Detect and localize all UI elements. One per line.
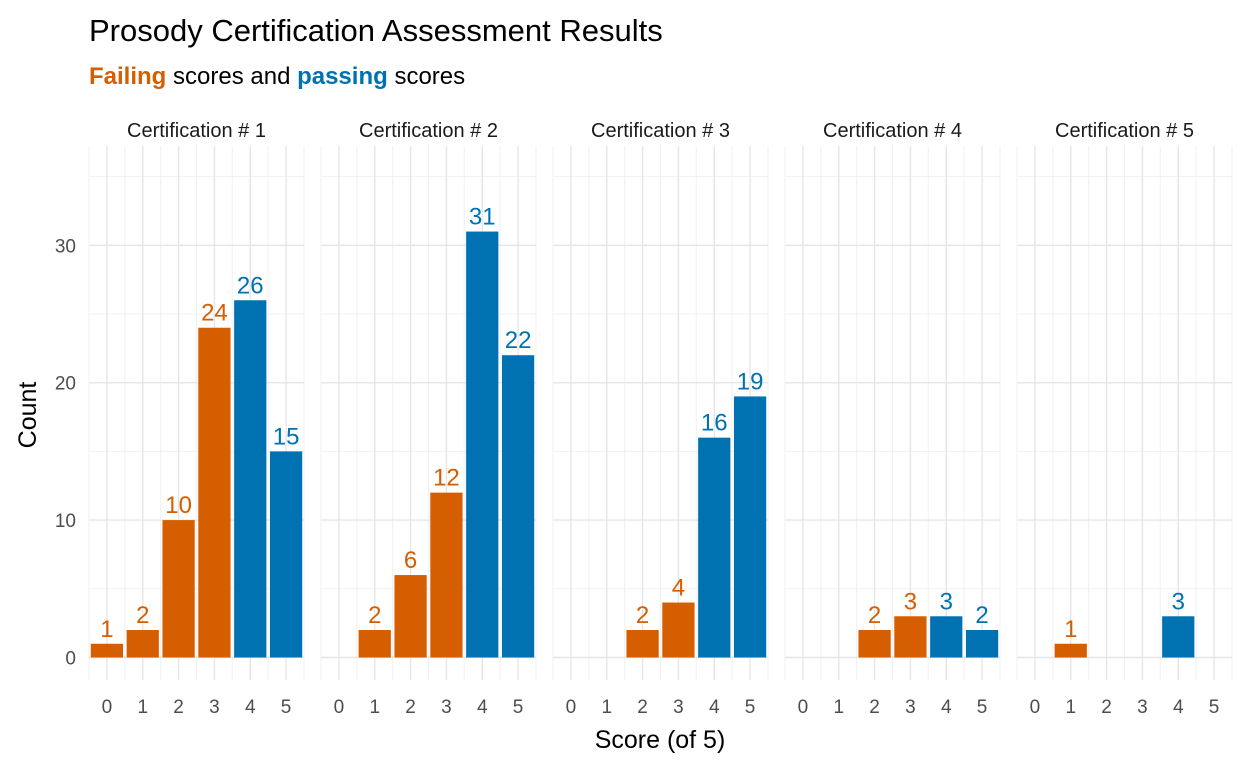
x-tick-label: 0 (1030, 697, 1041, 718)
x-tick-label: 5 (1209, 697, 1220, 718)
bar-value-label: 1 (100, 616, 113, 643)
bar-value-label: 19 (737, 368, 764, 395)
x-tick-label: 4 (477, 697, 488, 718)
chart-title: Prosody Certification Assessment Results (89, 13, 663, 48)
bar (894, 616, 927, 658)
bar-value-label: 26 (237, 272, 264, 299)
x-tick-label: 0 (798, 697, 809, 718)
bar (662, 602, 695, 658)
x-tick-label: 3 (1137, 697, 1148, 718)
y-axis-title: Count (14, 382, 42, 449)
bar (466, 231, 499, 658)
x-tick-label: 4 (1173, 697, 1184, 718)
x-tick-label: 1 (369, 697, 380, 718)
bar-value-label: 16 (701, 410, 728, 437)
bar (430, 492, 463, 658)
bar (90, 643, 124, 658)
bar-value-label: 6 (404, 547, 417, 574)
chart-subtitle: Failing scores and passing scores (89, 63, 465, 90)
bar (930, 616, 963, 658)
subtitle-failing-word: Failing (89, 63, 166, 90)
bar (234, 300, 267, 658)
facet-strip-label: Certification # 1 (127, 120, 266, 142)
bar-value-label: 2 (868, 602, 881, 629)
bar (394, 575, 427, 658)
bar (162, 520, 195, 658)
facet-panel-4: Certification # 40 1 2 3 4 523 32 (784, 120, 1001, 718)
x-tick-label: 5 (977, 697, 988, 718)
bar (198, 327, 231, 658)
y-tick-label: 20 (55, 374, 76, 395)
bar-value-label: 2 (368, 602, 381, 629)
x-tick-label: 0 (102, 697, 113, 718)
bar (126, 630, 159, 658)
bar-value-label: 31 (469, 204, 496, 231)
x-tick-label: 4 (941, 697, 952, 718)
bar (626, 630, 659, 658)
bar-value-label: 22 (505, 327, 532, 354)
bar-value-label: 10 (165, 492, 192, 519)
x-tick-label: 2 (173, 697, 184, 718)
bar (733, 396, 767, 658)
x-tick-label: 1 (137, 697, 148, 718)
facet-panel-5: Certification # 5 0 1 2 3 4 5 1 3 (1016, 120, 1233, 718)
x-axis-title: Score (of 5) (595, 726, 726, 754)
x-tick-label: 2 (637, 697, 648, 718)
facet-strip-label: Certification # 3 (591, 120, 730, 142)
x-tick-label: 3 (441, 697, 452, 718)
x-tick-label: 1 (833, 697, 844, 718)
x-tick-label: 2 (869, 697, 880, 718)
bar-value-label: 15 (273, 423, 300, 450)
bar (269, 451, 303, 658)
x-tick-label: 1 (601, 697, 612, 718)
bar (1054, 643, 1087, 658)
x-tick-label: 0 (334, 697, 345, 718)
facet-strip-label: Certification # 5 (1055, 120, 1194, 142)
x-tick-label: 2 (1101, 697, 1112, 718)
x-tick-label: 0 (566, 697, 577, 718)
x-tick-label: 3 (673, 697, 684, 718)
bar-value-label: 24 (201, 300, 228, 327)
subtitle-passing-word: passing (297, 63, 388, 90)
facet-strip-label: Certification # 4 (823, 120, 962, 142)
bar (965, 630, 999, 658)
bar-value-label: 4 (672, 575, 685, 602)
facet-strip-label: Certification # 2 (359, 120, 498, 142)
x-tick-label: 4 (709, 697, 720, 718)
x-tick-label: 5 (513, 697, 524, 718)
bar-value-label: 3 (904, 588, 917, 615)
x-tick-label: 3 (209, 697, 220, 718)
bar-value-label: 2 (136, 602, 149, 629)
bar (1162, 616, 1195, 658)
bar-value-label: 2 (975, 602, 988, 629)
bar-value-label: 1 (1064, 616, 1077, 643)
y-tick-label: 10 (55, 511, 76, 532)
x-tick-label: 4 (245, 697, 256, 718)
bar (698, 437, 731, 658)
bar-value-label: 3 (940, 588, 953, 615)
bar-value-label: 12 (433, 465, 460, 492)
x-tick-label: 5 (281, 697, 292, 718)
y-tick-label: 30 (55, 236, 76, 257)
x-tick-label: 3 (905, 697, 916, 718)
subtitle-end-text: scores (388, 63, 465, 90)
bar-value-label: 2 (636, 602, 649, 629)
x-tick-label: 5 (745, 697, 756, 718)
y-tick-label: 0 (65, 649, 76, 670)
bar (501, 355, 535, 658)
bar (358, 630, 391, 658)
subtitle-mid-text: scores and (166, 63, 297, 90)
x-tick-label: 2 (405, 697, 416, 718)
bar-value-label: 3 (1172, 588, 1185, 615)
x-tick-label: 1 (1065, 697, 1076, 718)
bar (858, 630, 891, 658)
